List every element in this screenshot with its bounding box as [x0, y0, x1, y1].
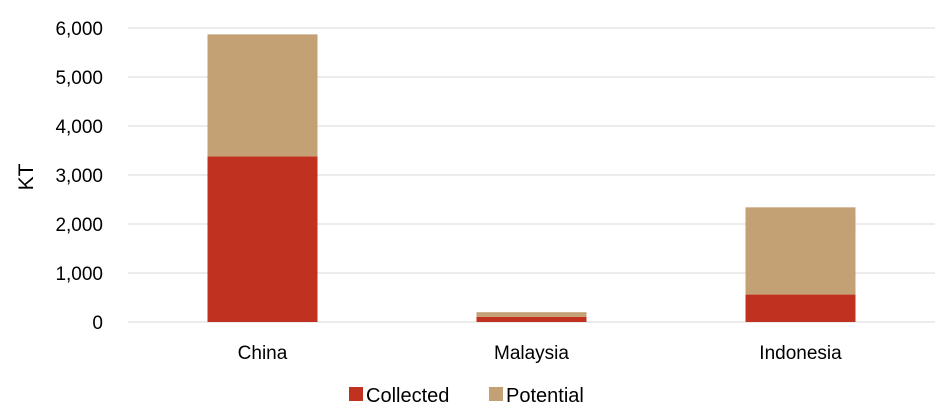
y-tick-label: 3,000	[55, 166, 103, 187]
legend-label-collected: Collected	[366, 385, 449, 404]
bar-collected-indonesia	[745, 294, 856, 322]
bar-potential-malaysia	[476, 312, 587, 317]
y-axis-tick-labels: 0 1,000 2,000 3,000 4,000 5,000 6,000	[55, 19, 103, 334]
x-axis-tick-labels: China Malaysia Indonesia	[238, 343, 842, 364]
y-tick-label: 1,000	[55, 264, 103, 285]
y-tick-label: 4,000	[55, 117, 103, 138]
bar-collected-malaysia	[476, 316, 587, 322]
y-tick-label: 6,000	[55, 19, 103, 40]
x-tick-label: China	[238, 343, 288, 364]
x-tick-label: Malaysia	[494, 343, 569, 364]
x-tick-label: Indonesia	[759, 343, 842, 364]
y-tick-label: 5,000	[55, 68, 103, 89]
legend-swatch-potential	[489, 387, 503, 401]
bar-potential-china	[207, 34, 318, 157]
legend-label-potential: Potential	[506, 385, 584, 404]
y-tick-label: 2,000	[55, 215, 103, 236]
bar-potential-indonesia	[745, 207, 856, 295]
legend: Collected Potential	[349, 385, 584, 404]
bars	[207, 34, 856, 322]
y-tick-label: 0	[92, 313, 103, 334]
y-axis-title: KT	[15, 163, 38, 190]
bar-collected-china	[207, 156, 318, 322]
legend-swatch-collected	[349, 387, 363, 401]
